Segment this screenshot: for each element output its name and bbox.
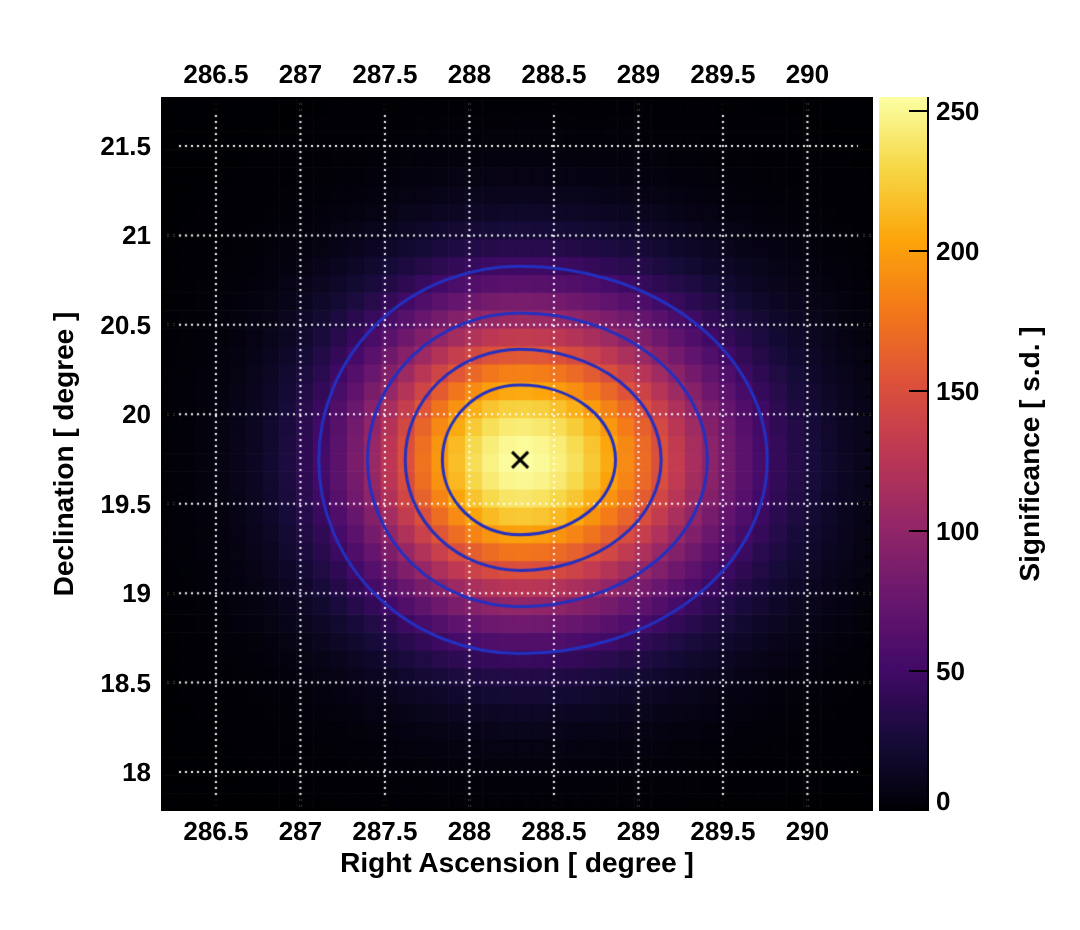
x-tick-label-top: 288	[447, 59, 492, 89]
heatmap-canvas	[161, 97, 873, 811]
x-tick-label-top: 289.5	[690, 59, 756, 89]
y-tick-label: 21	[122, 220, 151, 251]
x-axis-title: Right Ascension [ degree ]	[340, 847, 694, 878]
colorbar-tick-label: 100	[936, 516, 980, 546]
colorbar-tick-label: 200	[936, 236, 980, 266]
y-tick-label: 18	[122, 757, 151, 787]
x-tick-label-top: 287.5	[352, 59, 418, 89]
x-tick-label-bottom: 290	[785, 816, 830, 846]
x-tick-label-top: 288.5	[521, 59, 587, 89]
colorbar-title: Significance [ s.d. ]	[1014, 326, 1045, 582]
colorbar-tick	[909, 809, 927, 811]
x-tick-label-bottom: 287	[278, 816, 323, 846]
plot-frame	[161, 97, 873, 811]
x-tick-label-top: 289	[616, 59, 661, 89]
colorbar-tick	[909, 670, 927, 672]
x-tick-label-bottom: 288	[447, 816, 492, 846]
colorbar-tick	[909, 390, 927, 392]
colorbar-tick-label: 150	[936, 376, 980, 406]
x-tick-label-bottom: 287.5	[352, 816, 418, 846]
colorbar	[879, 97, 929, 811]
y-axis-title: Declination [ degree ]	[48, 311, 79, 597]
x-tick-label-bottom: 286.5	[183, 816, 249, 846]
colorbar-tick	[909, 530, 927, 532]
x-tick-label-bottom: 289	[616, 816, 661, 846]
x-tick-label-bottom: 289.5	[690, 816, 756, 846]
colorbar-tick	[909, 250, 927, 252]
y-tick-label: 19.5	[100, 488, 151, 519]
x-tick-label-bottom: 288.5	[521, 816, 587, 846]
x-tick-label-top: 286.5	[183, 59, 249, 89]
colorbar-tick-label: 250	[936, 96, 980, 126]
y-tick-label: 18.5	[100, 667, 151, 698]
colorbar-tick	[909, 110, 927, 112]
colorbar-tick-label: 50	[936, 656, 965, 686]
colorbar-tick-label: 0	[936, 786, 951, 816]
x-tick-label-top: 290	[785, 59, 830, 89]
y-tick-label: 20.5	[100, 309, 151, 340]
y-tick-label: 20	[122, 399, 151, 430]
y-tick-label: 19	[122, 578, 151, 609]
y-tick-label: 21.5	[100, 131, 151, 161]
x-tick-label-top: 287	[278, 59, 323, 89]
